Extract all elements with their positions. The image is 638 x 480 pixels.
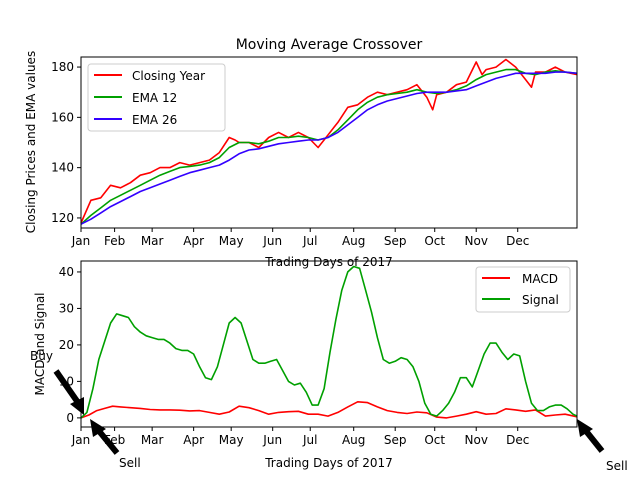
macd-x-tick-label: Jun	[262, 433, 282, 447]
price-x-tick-label: Aug	[342, 234, 365, 248]
annotation-buy-arrow-shaft	[53, 369, 82, 406]
annotation-sell-late: Sell	[577, 419, 628, 473]
legend-label-macd: MACD	[522, 272, 558, 286]
macd-y-axis-label: MACD and Signal	[33, 292, 47, 395]
price-y-ticks: 120 140 160 180	[51, 60, 81, 225]
price-x-axis-label: Trading Days of 2017	[264, 255, 393, 269]
price-x-tick-label: Oct	[424, 234, 445, 248]
price-legend-box	[87, 63, 226, 132]
macd-y-tick-label: 30	[59, 301, 74, 315]
annotation-sell-late-arrow-head	[577, 419, 593, 437]
macd-x-tick-label: Nov	[465, 433, 488, 447]
macd-x-tick-label: Aug	[342, 433, 365, 447]
price-axes: Moving Average Crossover Jan Feb Mar Apr May…	[24, 37, 578, 269]
macd-x-tick-label: Dec	[506, 433, 529, 447]
macd-x-tick-label: Apr	[183, 433, 204, 447]
macd-x-ticks: Jan Feb Mar Apr May Jun Jul Aug Sep Oct Nov Dec	[71, 427, 529, 447]
chart-title: Moving Average Crossover	[236, 37, 423, 53]
price-x-tick-label: Feb	[104, 234, 125, 248]
price-x-tick-label: Mar	[141, 234, 164, 248]
price-x-tick-label: Apr	[183, 234, 204, 248]
macd-axes-frame	[80, 260, 578, 428]
price-y-tick-label: 180	[51, 60, 74, 74]
price-y-axis-label: Closing Prices and EMA values	[24, 51, 38, 233]
macd-x-tick-label: Jan	[71, 433, 91, 447]
price-x-tick-label: Sep	[384, 234, 407, 248]
macd-series-signal	[80, 265, 578, 419]
legend-label-ema-26: EMA 26	[132, 113, 177, 127]
annotation-buy-label: Buy	[30, 349, 53, 363]
price-series-ema-26	[80, 71, 578, 225]
price-x-tick-label: Nov	[465, 234, 488, 248]
price-axes-frame	[80, 56, 578, 229]
macd-series-macd	[80, 401, 578, 419]
macd-x-tick-label: Mar	[141, 433, 164, 447]
price-x-tick-label: Dec	[506, 234, 529, 248]
price-series-group	[80, 58, 578, 225]
annotation-sell-late-label: Sell	[606, 459, 628, 473]
macd-legend: MACD Signal	[475, 266, 571, 313]
annotation-sell-early: Sell	[90, 419, 141, 470]
price-x-tick-label: Jun	[262, 234, 282, 248]
annotation-sell-late-arrow-shaft	[583, 429, 605, 453]
annotation-sell-early-arrow-head	[90, 419, 106, 437]
price-y-tick-label: 160	[51, 110, 74, 124]
price-series-closing-year	[80, 58, 578, 224]
price-x-tick-label: Jan	[71, 234, 91, 248]
price-y-tick-label: 120	[51, 211, 74, 225]
macd-x-tick-label: Sep	[384, 433, 407, 447]
macd-y-tick-label: 40	[59, 265, 74, 279]
annotation-sell-early-arrow-shaft	[96, 429, 120, 455]
price-y-tick-label: 140	[51, 161, 74, 175]
macd-y-tick-label: 0	[66, 411, 74, 425]
macd-x-tick-label: Jul	[302, 433, 317, 447]
legend-label-signal: Signal	[522, 293, 559, 307]
macd-x-tick-label: Oct	[424, 433, 445, 447]
annotation-buy-arrow-head	[70, 397, 84, 415]
price-x-tick-label: May	[219, 234, 244, 248]
price-x-tick-label: Jul	[302, 234, 317, 248]
macd-y-tick-label: 20	[59, 338, 74, 352]
legend-label-ema-12: EMA 12	[132, 91, 177, 105]
legend-label-closing-year: Closing Year	[132, 69, 205, 83]
macd-x-tick-label: May	[219, 433, 244, 447]
price-x-ticks: Jan Feb Mar Apr May Jun Jul Aug Sep Oct Nov Dec	[71, 228, 529, 248]
macd-series-group	[80, 265, 578, 419]
macd-x-axis-label: Trading Days of 2017	[264, 456, 393, 470]
annotation-buy: Buy	[30, 349, 84, 415]
price-legend: Closing Year EMA 12 EMA 26	[87, 63, 226, 132]
annotation-sell-early-label: Sell	[119, 456, 141, 470]
